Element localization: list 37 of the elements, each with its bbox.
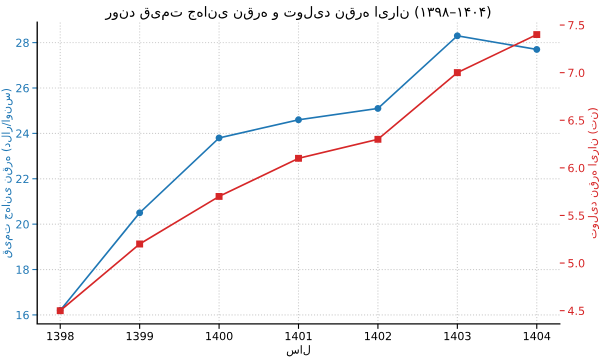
x-axis-title: سال — [286, 345, 310, 356]
y-axis-title: قیمت جهانی نقره (دلار/اونس) — [1, 88, 13, 258]
x-tick-label: 1398 — [47, 332, 74, 340]
y-tick-label: 20 — [16, 220, 29, 229]
point — [136, 240, 144, 248]
y2-tick-label: 6.0 — [568, 164, 584, 172]
x-tick-label: 1401 — [286, 332, 312, 340]
x-tick-label: 1402 — [365, 332, 391, 340]
y2-tick-label: 7.0 — [568, 68, 584, 78]
y2-tick-label: 6.5 — [568, 116, 584, 125]
x-tick-label: 1403 — [444, 332, 471, 340]
x-tick-label: 1404 — [524, 332, 550, 340]
y2-tick-label: 7.5 — [568, 21, 584, 30]
point — [454, 32, 461, 40]
point — [295, 116, 302, 124]
y2-axis-title: تولید نقره ایران (تن) — [588, 108, 600, 238]
y-tick-label: 24 — [16, 129, 29, 138]
y2-tick-label: 4.5 — [568, 306, 584, 316]
y2-tick-label: 5.5 — [568, 212, 584, 220]
point — [374, 104, 382, 112]
point — [374, 136, 382, 143]
y-tick-label: 16 — [16, 310, 29, 320]
y-tick-label: 28 — [16, 38, 29, 47]
point — [216, 134, 223, 142]
y-tick-label: 18 — [16, 266, 29, 274]
x-tick-label: 1399 — [126, 332, 154, 340]
chart-title: روند قیمت جهانی نقره و تولید نقره ایران (۱۳۹۸–۱۴۰۴) — [104, 6, 490, 20]
y-tick-label: 26 — [16, 84, 29, 92]
point — [136, 209, 144, 216]
point — [216, 192, 223, 200]
point — [454, 69, 461, 76]
point — [533, 31, 540, 38]
y2-tick-label: 5.0 — [568, 259, 584, 268]
x-tick-label: 1400 — [206, 332, 232, 340]
y-tick-label: 22 — [16, 174, 28, 183]
point — [295, 154, 302, 162]
point — [533, 46, 540, 53]
